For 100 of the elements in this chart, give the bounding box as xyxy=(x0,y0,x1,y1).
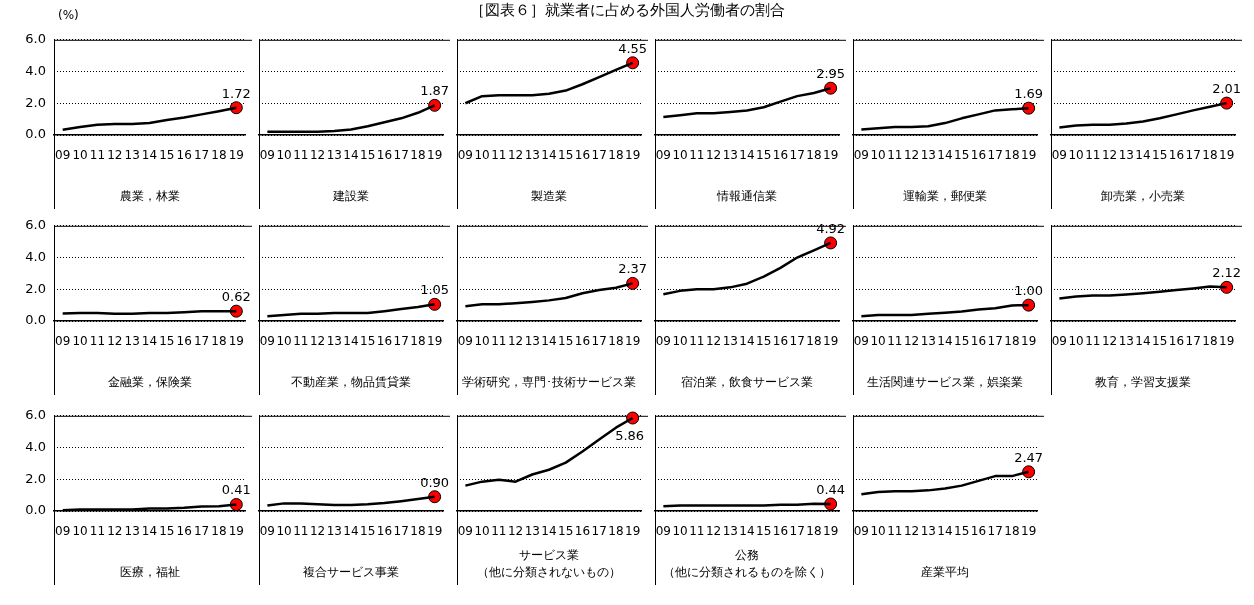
x-tick-label: 12 xyxy=(705,148,722,163)
x-tick-label: 19 xyxy=(427,524,443,539)
x-tick-label: 14 xyxy=(343,148,359,163)
x-tick-label: 19 xyxy=(427,148,443,163)
x-tick-label: 09 xyxy=(55,524,71,539)
y-tick-label: 6.0 xyxy=(25,31,46,47)
x-axis-title: 学術研究，専門･技術サービス業 xyxy=(462,374,636,389)
x-tick-label: 10 xyxy=(672,524,688,539)
chart-title: ［図表６］就業者に占める外国人労働者の割合 xyxy=(469,1,785,19)
x-tick-label: 18 xyxy=(410,148,426,163)
y-axis-title: (%) xyxy=(58,8,79,22)
x-tick-label: 10 xyxy=(72,148,88,163)
x-tick-label: 10 xyxy=(870,148,886,163)
y-tick-label: 2.0 xyxy=(25,470,46,486)
x-tick-label: 16 xyxy=(772,334,789,349)
y-tick-label: 0.0 xyxy=(25,126,46,142)
x-tick-label: 12 xyxy=(705,334,722,349)
x-tick-label: 10 xyxy=(870,334,886,349)
x-tick-label: 11 xyxy=(293,148,309,163)
x-tick-label: 10 xyxy=(870,524,886,539)
data-label: 1.69 xyxy=(1014,86,1044,102)
x-tick-label: 14 xyxy=(1135,334,1151,349)
x-tick-label: 16 xyxy=(376,524,393,539)
x-tick-label: 17 xyxy=(591,524,607,539)
x-tick-label: 19 xyxy=(1021,148,1037,163)
x-axis-title: 生活関連サービス業，娯楽業 xyxy=(867,374,1023,389)
x-tick-label: 15 xyxy=(159,148,175,163)
x-tick-label: 09 xyxy=(655,334,671,349)
x-tick-label: 17 xyxy=(193,334,210,349)
x-tick-label: 19 xyxy=(625,524,641,539)
x-tick-label: 18 xyxy=(1004,334,1020,349)
x-tick-label: 10 xyxy=(474,334,490,349)
x-tick-label: 13 xyxy=(124,148,140,163)
x-tick-label: 12 xyxy=(903,148,920,163)
x-axis-title: 情報通信業 xyxy=(716,188,777,203)
x-tick-label: 12 xyxy=(107,148,123,163)
x-tick-label: 14 xyxy=(937,148,953,163)
x-tick-label: 15 xyxy=(756,334,772,349)
x-tick-label: 15 xyxy=(159,334,175,349)
x-tick-label: 19 xyxy=(823,148,839,163)
x-tick-label: 18 xyxy=(211,524,227,539)
x-tick-label: 18 xyxy=(1202,334,1218,349)
x-tick-label: 19 xyxy=(625,148,641,163)
x-tick-label: 15 xyxy=(756,148,772,163)
x-tick-label: 16 xyxy=(376,334,393,349)
x-tick-label: 14 xyxy=(1135,148,1151,163)
x-tick-label: 15 xyxy=(360,148,376,163)
x-tick-label: 12 xyxy=(507,148,524,163)
x-tick-label: 11 xyxy=(1085,148,1101,163)
x-tick-label: 11 xyxy=(89,148,106,163)
x-tick-label: 12 xyxy=(107,334,123,349)
x-tick-label: 14 xyxy=(541,524,557,539)
x-tick-label: 15 xyxy=(360,334,376,349)
x-tick-label: 12 xyxy=(309,148,326,163)
x-axis-title: 宿泊業，飲食サービス業 xyxy=(681,374,813,389)
y-tick-label: 0.0 xyxy=(25,312,46,328)
x-tick-label: 17 xyxy=(393,148,409,163)
x-axis-title: 公務（他に分類されるものを除く） xyxy=(663,547,831,579)
data-label: 2.12 xyxy=(1212,265,1242,281)
x-tick-label: 10 xyxy=(276,524,292,539)
x-tick-label: 17 xyxy=(789,334,805,349)
data-label: 2.95 xyxy=(816,66,846,82)
x-axis-title: 運輸業，郵便業 xyxy=(903,188,987,203)
x-tick-label: 14 xyxy=(541,334,557,349)
x-axis-title: 農業，林業 xyxy=(119,188,180,203)
x-tick-label: 16 xyxy=(176,524,192,539)
x-tick-label: 09 xyxy=(1051,334,1067,349)
x-axis-title: サービス業（他に分類されないもの） xyxy=(477,547,621,579)
x-axis-title: 産業平均 xyxy=(921,564,969,579)
data-label: 5.86 xyxy=(615,427,645,443)
x-tick-label: 12 xyxy=(507,524,524,539)
x-tick-label: 16 xyxy=(574,334,591,349)
x-tick-label: 09 xyxy=(457,334,473,349)
x-tick-label: 14 xyxy=(141,524,158,539)
x-tick-label: 18 xyxy=(410,334,426,349)
x-tick-label: 17 xyxy=(987,524,1003,539)
x-tick-label: 14 xyxy=(739,334,755,349)
x-tick-label: 15 xyxy=(954,524,970,539)
x-tick-label: 17 xyxy=(393,334,409,349)
x-tick-label: 09 xyxy=(55,148,71,163)
data-label: 4.55 xyxy=(618,40,648,56)
x-tick-label: 18 xyxy=(608,524,624,539)
x-tick-label: 11 xyxy=(491,524,507,539)
x-tick-label: 19 xyxy=(1021,524,1037,539)
x-tick-label: 18 xyxy=(211,334,227,349)
x-tick-label: 14 xyxy=(541,148,557,163)
x-tick-label: 16 xyxy=(574,524,591,539)
x-tick-label: 17 xyxy=(1185,148,1201,163)
x-tick-label: 11 xyxy=(1085,334,1101,349)
x-tick-label: 10 xyxy=(72,524,88,539)
x-tick-label: 12 xyxy=(1101,148,1118,163)
data-label: 2.01 xyxy=(1212,80,1242,96)
x-tick-label: 10 xyxy=(276,148,292,163)
x-tick-label: 19 xyxy=(823,334,839,349)
x-axis-title: 金融業，保険業 xyxy=(107,374,192,389)
x-tick-label: 15 xyxy=(558,148,574,163)
x-tick-label: 10 xyxy=(672,334,688,349)
x-tick-label: 18 xyxy=(1004,524,1020,539)
x-tick-label: 19 xyxy=(625,334,641,349)
x-tick-label: 14 xyxy=(141,334,158,349)
